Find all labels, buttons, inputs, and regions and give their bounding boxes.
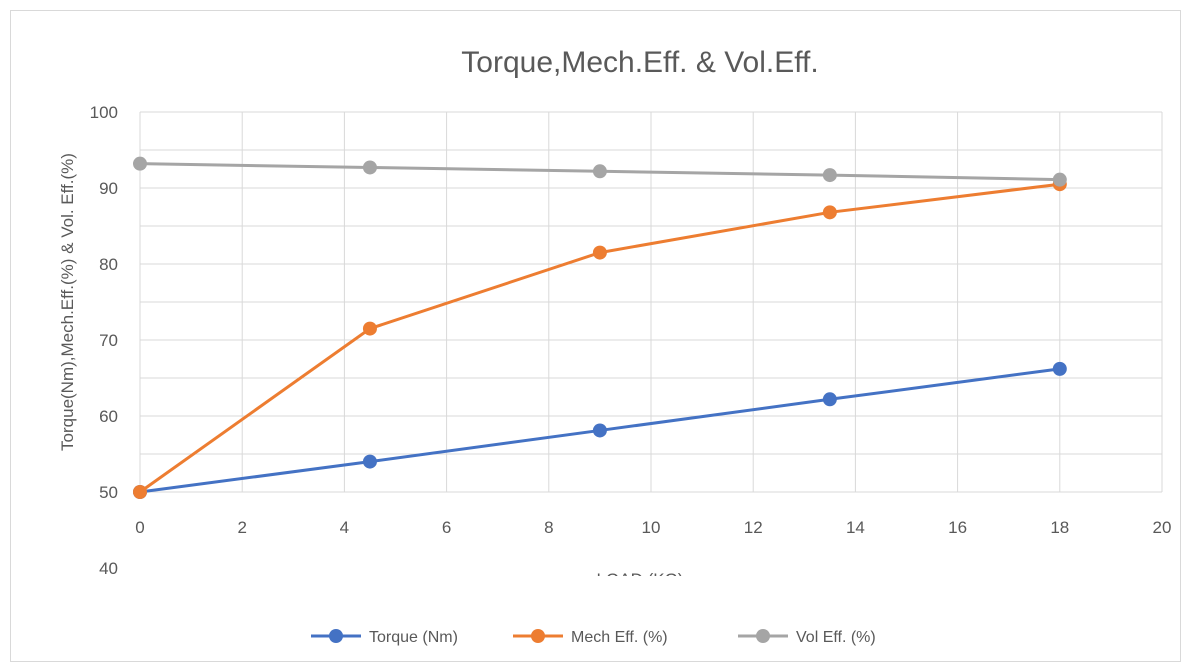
gridlines xyxy=(139,111,1163,493)
series-group xyxy=(133,156,1067,499)
data-point-vol-eff xyxy=(1052,172,1067,187)
legend-marker-mech-eff xyxy=(531,629,545,643)
data-point-torque-nm xyxy=(822,392,837,407)
x-axis-label: LOAD (KG) xyxy=(597,570,684,589)
data-point-mech-eff xyxy=(592,245,607,260)
x-tick-label: 12 xyxy=(744,518,763,537)
x-tick-label: 2 xyxy=(237,518,246,537)
legend-marker-vol-eff xyxy=(756,629,770,643)
x-tick-label: 18 xyxy=(1050,518,1069,537)
x-tick-label: 8 xyxy=(544,518,553,537)
x-tick-label: 20 xyxy=(1153,518,1172,537)
x-tick-label: 4 xyxy=(340,518,349,537)
chart-title: Torque,Mech.Eff. & Vol.Eff. xyxy=(461,46,818,79)
legend-label-torque-nm: Torque (Nm) xyxy=(369,629,458,646)
data-point-torque-nm xyxy=(592,423,607,438)
data-point-torque-nm xyxy=(1052,361,1067,376)
series-line-mech-eff xyxy=(139,182,1060,494)
y-tick-label: 80 xyxy=(99,255,118,274)
data-point-vol-eff xyxy=(362,160,377,175)
legend: Torque (Nm) Mech Eff. (%) Vol Eff. (%) xyxy=(311,629,876,646)
y-tick-label: 40 xyxy=(99,559,118,578)
tick-labels: 0 2 4 6 8 10 12 14 16 18 20 40 50 60 70 80 90 100 xyxy=(90,103,1172,578)
y-tick-label: 90 xyxy=(99,179,118,198)
data-point-vol-eff xyxy=(133,156,147,171)
x-tick-label: 14 xyxy=(846,518,865,537)
data-point-torque-nm xyxy=(362,454,377,469)
data-point-vol-eff xyxy=(592,164,607,179)
chart-area xyxy=(10,10,1181,662)
legend-label-mech-eff: Mech Eff. (%) xyxy=(571,629,668,646)
data-point-mech-eff xyxy=(822,205,837,220)
data-point-vol-eff xyxy=(822,168,837,183)
y-tick-label: 70 xyxy=(99,331,118,350)
y-tick-label: 60 xyxy=(99,407,118,426)
data-point-mech-eff xyxy=(362,321,377,336)
x-tick-label: 6 xyxy=(442,518,451,537)
y-tick-label: 100 xyxy=(90,103,118,122)
y-tick-label: 50 xyxy=(99,483,118,502)
x-tick-label: 10 xyxy=(642,518,661,537)
y-axis-label: Torque(Nm),Mech.Eff.(%) & Vol. Eff.(%) xyxy=(58,153,77,451)
legend-label-vol-eff: Vol Eff. (%) xyxy=(796,629,876,646)
legend-marker-torque-nm xyxy=(329,629,343,643)
x-tick-label: 0 xyxy=(135,518,144,537)
x-tick-label: 16 xyxy=(948,518,967,537)
data-point-mech-eff xyxy=(133,485,147,499)
